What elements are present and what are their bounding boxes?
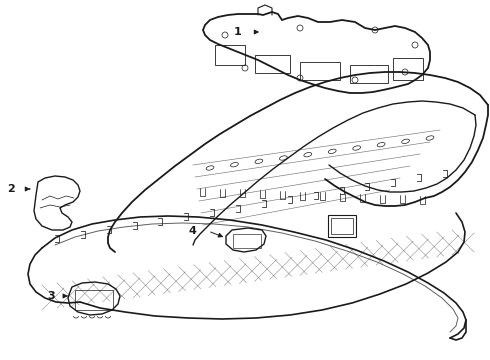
Text: 3: 3 [48,291,55,301]
Bar [233,234,261,248]
Text: 4: 4 [188,226,196,236]
Bar [350,65,388,83]
Bar [328,215,356,237]
Bar [331,218,353,234]
Bar [300,62,340,80]
Bar [255,55,290,73]
Bar [393,58,423,80]
Bar [215,45,245,65]
Text: 1: 1 [233,27,241,37]
Text: 2: 2 [7,184,15,194]
Bar [75,290,113,310]
